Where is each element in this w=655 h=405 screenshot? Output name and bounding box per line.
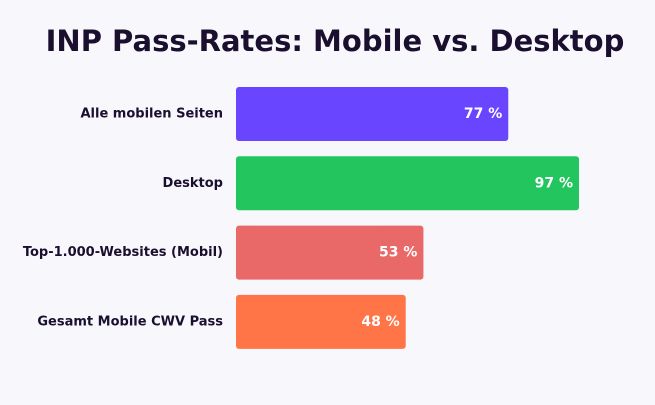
value-label: 97 %: [535, 175, 573, 191]
bar: [236, 225, 424, 280]
bar: [236, 294, 406, 349]
value-label: 53 %: [379, 245, 417, 261]
category-label: Desktop: [163, 176, 223, 191]
chart-title: INP Pass-Rates: Mobile vs. Desktop: [46, 24, 625, 58]
bar: [236, 156, 579, 211]
value-label: 48 %: [361, 314, 399, 330]
category-label: Gesamt Mobile CWV Pass: [37, 314, 223, 329]
category-label: Alle mobilen Seiten: [80, 107, 223, 122]
category-label: Top-1.000-Websites (Mobil): [23, 245, 223, 260]
bar: [236, 87, 509, 141]
value-label: 77 %: [464, 106, 502, 122]
